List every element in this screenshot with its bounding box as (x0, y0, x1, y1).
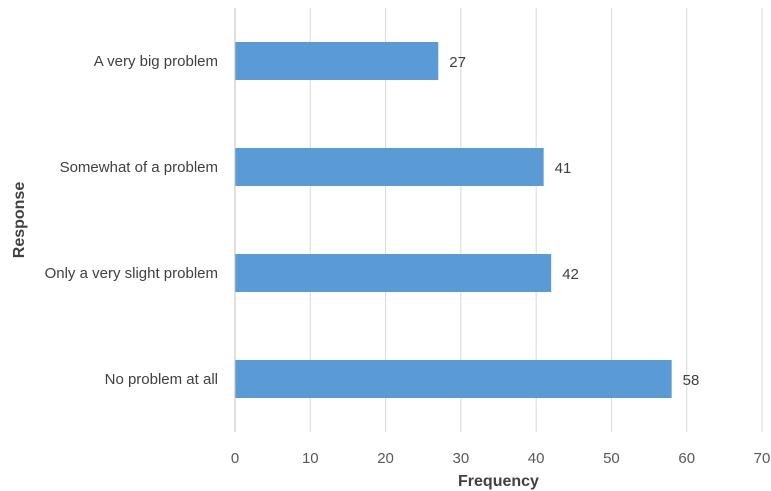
x-axis-title: Frequency (458, 473, 539, 490)
bar-2 (235, 148, 544, 186)
x-tick-label-0: 0 (231, 450, 239, 467)
x-tick-label-60: 60 (678, 450, 695, 467)
category-label-4: No problem at all (105, 371, 218, 388)
bar-4 (235, 360, 672, 398)
x-tick-label-70: 70 (754, 450, 771, 467)
x-tick-label-50: 50 (603, 450, 620, 467)
x-tick-label-10: 10 (302, 450, 319, 467)
x-tick-label-30: 30 (453, 450, 470, 467)
category-label-2: Somewhat of a problem (60, 159, 218, 176)
bars (235, 42, 672, 398)
bar-3 (235, 254, 552, 292)
category-label-3: Only a very slight problem (45, 265, 218, 282)
labels: 0 10 20 30 40 50 60 70 A very big problem 27 Somew… (45, 53, 771, 467)
bar-1 (235, 42, 439, 80)
data-label-1: 27 (449, 54, 466, 71)
x-tick-label-40: 40 (528, 450, 545, 467)
data-label-2: 41 (555, 160, 572, 177)
data-label-4: 58 (683, 372, 700, 389)
category-label-1: A very big problem (94, 53, 218, 70)
x-tick-label-20: 20 (377, 450, 394, 467)
data-label-3: 42 (562, 266, 579, 283)
y-axis-title: Response (11, 182, 28, 259)
